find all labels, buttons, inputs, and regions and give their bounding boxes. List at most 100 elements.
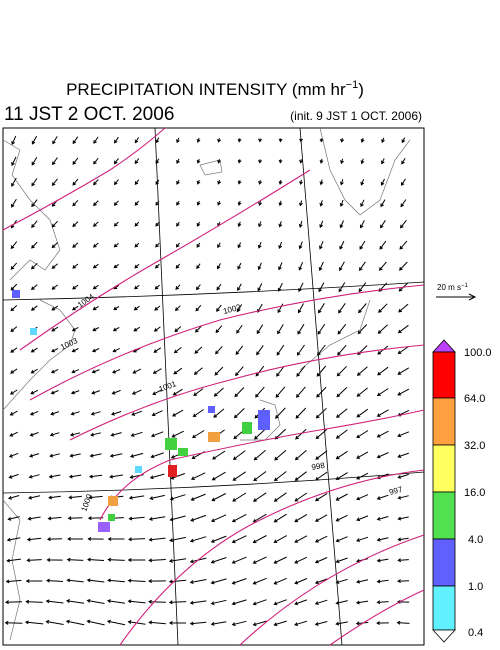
isobar xyxy=(239,534,425,646)
wind-arrow xyxy=(356,430,369,439)
wind-arrow xyxy=(134,158,140,165)
wind-arrow xyxy=(232,471,246,481)
wind-arrow xyxy=(86,599,105,604)
wind-arrow xyxy=(295,407,307,419)
wind-arrow xyxy=(10,283,18,291)
wind-arrow xyxy=(298,262,304,271)
wind-arrow xyxy=(399,261,408,271)
wind-arrow xyxy=(360,158,365,165)
wind-arrow xyxy=(217,138,222,143)
isobar xyxy=(119,469,425,646)
wind-arrow xyxy=(295,386,306,398)
wind-arrow xyxy=(275,386,286,398)
wind-arrow xyxy=(381,158,385,165)
wind-arrow xyxy=(237,221,242,228)
wind-arrow xyxy=(175,284,181,290)
wind-arrow xyxy=(397,495,409,500)
wind-arrow xyxy=(400,178,406,186)
wind-arrow xyxy=(276,365,285,377)
wind-arrow xyxy=(236,304,243,313)
wind-arrow xyxy=(27,516,41,521)
wind-arrow xyxy=(190,493,206,501)
wind-arrow xyxy=(86,619,105,626)
wind-arrow xyxy=(234,387,245,398)
rain-cell xyxy=(135,466,142,473)
wind-arrow xyxy=(377,366,389,376)
wind-arrow xyxy=(66,557,84,562)
longitude-line xyxy=(299,127,343,646)
wind-arrow xyxy=(50,390,59,395)
wind-arrow xyxy=(9,410,18,416)
wind-arrow xyxy=(217,180,222,185)
wind-arrow xyxy=(46,557,63,562)
wind-arrow xyxy=(335,450,348,460)
wind-arrow xyxy=(72,242,79,248)
colorbar-max xyxy=(432,339,456,353)
wind-arrow xyxy=(87,536,104,541)
wind-arrow xyxy=(6,558,21,563)
colorbar xyxy=(432,339,456,643)
wind-arrow xyxy=(318,282,325,293)
wind-arrow xyxy=(109,474,123,479)
wind-arrow xyxy=(31,241,38,249)
wind-arrow xyxy=(168,600,187,605)
wind-arrow xyxy=(315,429,328,440)
isobar-label: 997 xyxy=(388,485,404,497)
wind-arrow xyxy=(338,303,346,314)
wind-arrow xyxy=(273,492,287,502)
wind-arrow xyxy=(236,324,243,334)
wind-arrow xyxy=(24,620,44,625)
wind-arrow xyxy=(275,407,286,419)
wind-arrow xyxy=(360,179,365,186)
wind-arrow xyxy=(376,537,389,542)
wind-arrow xyxy=(29,453,40,458)
wind-arrow xyxy=(26,537,42,542)
wind-arrow xyxy=(5,600,23,605)
wind-arrow xyxy=(210,578,227,585)
wind-arrow xyxy=(110,432,122,437)
wind-arrow xyxy=(26,558,42,563)
wind-arrow xyxy=(397,388,410,396)
wind-arrow xyxy=(231,578,247,585)
wind-arrow xyxy=(376,430,389,438)
isobar xyxy=(329,589,425,646)
wind-arrow xyxy=(93,136,99,144)
wind-arrow xyxy=(237,180,242,185)
wind-arrow xyxy=(109,453,123,458)
rain-cell xyxy=(242,422,252,434)
wind-arrow xyxy=(171,430,184,438)
wind-arrow xyxy=(273,577,287,585)
rain-cell xyxy=(168,465,177,477)
wind-arrow xyxy=(401,157,406,165)
wind-arrow xyxy=(151,410,163,417)
wind-arrow xyxy=(196,242,201,248)
wind-arrow xyxy=(297,323,305,335)
wind-arrow xyxy=(253,471,267,482)
wind-arrow xyxy=(277,324,284,335)
wind-arrow xyxy=(235,366,244,377)
wind-arrow xyxy=(397,367,410,375)
wind-arrow xyxy=(376,621,389,626)
colorbar-label: 4.0 xyxy=(468,534,483,546)
wind-arrow xyxy=(50,411,60,416)
wind-arrow xyxy=(112,347,120,353)
wind-arrow xyxy=(298,241,303,250)
wind-arrow xyxy=(319,179,324,186)
wind-arrow xyxy=(90,432,102,437)
wind-arrow xyxy=(71,326,79,332)
wind-arrow xyxy=(258,221,262,228)
wind-arrow xyxy=(10,241,18,250)
wind-arrow xyxy=(335,493,348,501)
wind-arrow xyxy=(314,492,328,502)
wind-arrow xyxy=(297,303,304,314)
wind-arrow xyxy=(359,220,365,229)
wind-arrow xyxy=(276,344,285,356)
wind-arrow xyxy=(212,450,226,460)
wind-arrow xyxy=(215,345,223,355)
wind-arrow xyxy=(149,494,165,501)
wind-arrow xyxy=(338,282,346,293)
wind-arrow xyxy=(298,220,303,228)
wind-arrow xyxy=(376,494,389,500)
wind-arrow xyxy=(113,179,119,186)
wind-arrow xyxy=(337,323,347,335)
